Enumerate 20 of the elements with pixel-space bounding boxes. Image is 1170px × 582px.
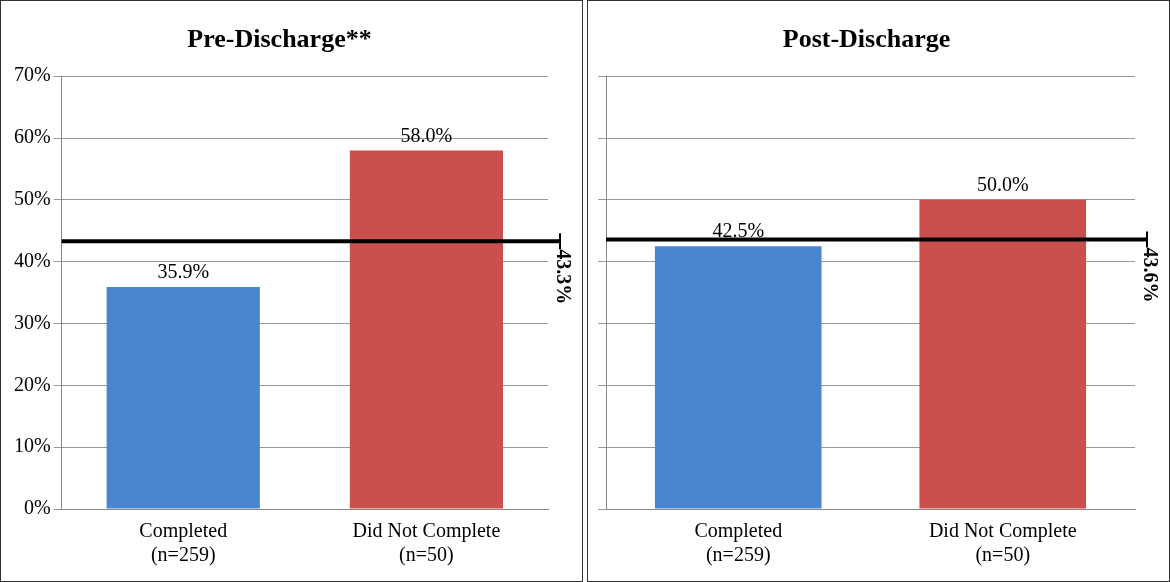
y-tick-label: 60% (13, 125, 51, 148)
legend-label: 43.6% (1139, 247, 1162, 303)
y-tick-label: 40% (13, 248, 51, 271)
data-label: 35.9% (157, 260, 210, 283)
y-tick-label: 10% (13, 434, 51, 457)
data-label: 58.0% (400, 123, 453, 146)
data-label: 50.0% (976, 173, 1029, 196)
x-tick-label: Did Not Complete (n=50) (352, 519, 501, 567)
chart-title: Post-Discharge (782, 24, 951, 54)
x-tick-label: Did Not Complete (n=50) (928, 519, 1077, 567)
y-tick-label: 70% (13, 63, 51, 86)
y-tick-label: 30% (13, 310, 51, 333)
data-label: 42.5% (712, 219, 765, 242)
chart-title: Pre-Discharge** (187, 24, 372, 54)
x-tick-label: Completed (n=259) (694, 519, 783, 567)
y-tick-label: 0% (23, 496, 51, 519)
x-tick-label: Completed (n=259) (139, 519, 228, 567)
y-tick-label: 50% (13, 187, 51, 210)
y-tick-label: 20% (13, 372, 51, 395)
legend-label: 43.3% (552, 249, 575, 305)
